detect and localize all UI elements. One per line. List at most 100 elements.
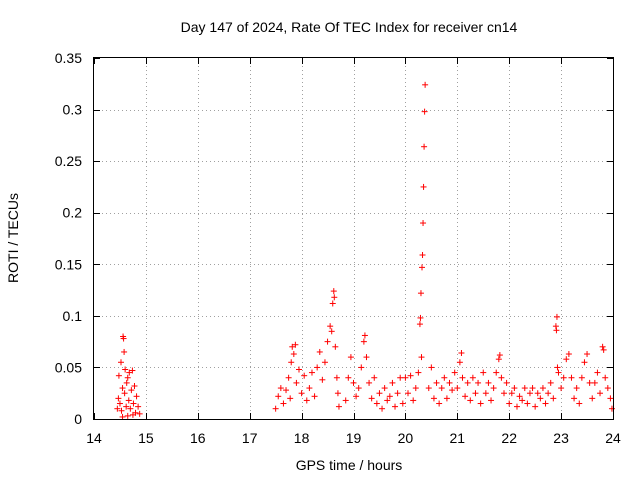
data-point bbox=[417, 314, 424, 321]
y-tick-label: 0.05 bbox=[55, 359, 82, 375]
y-tick-label: 0.35 bbox=[55, 50, 82, 66]
data-point bbox=[371, 374, 378, 381]
data-point bbox=[128, 387, 135, 394]
data-point bbox=[115, 372, 122, 379]
data-point bbox=[131, 382, 138, 389]
data-point bbox=[589, 395, 596, 402]
y-tick-label: 0 bbox=[74, 411, 82, 427]
x-tick-label: 24 bbox=[605, 430, 621, 446]
data-point bbox=[420, 183, 427, 190]
data-point bbox=[571, 395, 578, 402]
data-point bbox=[462, 393, 469, 400]
data-point bbox=[327, 323, 334, 330]
data-point bbox=[290, 351, 297, 358]
data-point bbox=[122, 366, 129, 373]
data-point bbox=[451, 369, 458, 376]
data-point bbox=[366, 379, 373, 386]
data-point bbox=[335, 403, 342, 410]
data-point bbox=[420, 220, 427, 227]
data-point bbox=[421, 143, 428, 150]
data-point bbox=[135, 403, 142, 410]
data-point bbox=[501, 390, 508, 397]
data-point bbox=[472, 390, 479, 397]
data-point bbox=[298, 390, 305, 397]
data-point bbox=[301, 372, 308, 379]
data-point bbox=[311, 393, 318, 400]
data-point bbox=[459, 374, 466, 381]
data-point bbox=[121, 390, 128, 397]
data-point bbox=[324, 338, 331, 345]
data-point bbox=[581, 359, 588, 366]
data-point bbox=[289, 343, 296, 350]
data-point bbox=[123, 379, 130, 386]
data-point bbox=[283, 387, 290, 394]
data-point bbox=[495, 356, 502, 363]
data-point bbox=[506, 400, 513, 407]
data-point bbox=[607, 395, 614, 402]
data-point bbox=[464, 379, 471, 386]
data-point bbox=[296, 366, 303, 373]
data-point bbox=[552, 323, 559, 330]
data-point bbox=[597, 390, 604, 397]
data-point bbox=[493, 369, 500, 376]
x-tick-label: 15 bbox=[138, 430, 154, 446]
data-point bbox=[563, 356, 570, 363]
data-point bbox=[438, 385, 445, 392]
data-point bbox=[303, 397, 310, 404]
data-point bbox=[418, 354, 425, 361]
data-point bbox=[361, 332, 368, 339]
x-tick-label: 23 bbox=[553, 430, 569, 446]
data-point bbox=[422, 81, 429, 88]
data-point bbox=[125, 397, 132, 404]
data-point bbox=[292, 341, 299, 348]
data-point bbox=[402, 374, 409, 381]
x-tick-label: 22 bbox=[501, 430, 517, 446]
data-point bbox=[604, 385, 611, 392]
data-point bbox=[469, 374, 476, 381]
data-point bbox=[539, 385, 546, 392]
data-point bbox=[328, 328, 335, 335]
data-point bbox=[433, 379, 440, 386]
data-point bbox=[116, 400, 123, 407]
data-point bbox=[368, 395, 375, 402]
data-point bbox=[485, 379, 492, 386]
y-tick-label: 0.2 bbox=[63, 205, 83, 221]
x-tick-label: 17 bbox=[242, 430, 258, 446]
data-point bbox=[547, 379, 554, 386]
data-point bbox=[316, 348, 323, 355]
data-point bbox=[573, 385, 580, 392]
data-point bbox=[513, 403, 520, 410]
data-point bbox=[384, 397, 391, 404]
data-point bbox=[118, 407, 125, 414]
data-point bbox=[555, 369, 562, 376]
data-points bbox=[114, 81, 615, 420]
data-point bbox=[373, 400, 380, 407]
data-point bbox=[399, 400, 406, 407]
data-point bbox=[319, 376, 326, 383]
data-point bbox=[330, 288, 337, 295]
data-point bbox=[568, 374, 575, 381]
data-point bbox=[353, 393, 360, 400]
data-point bbox=[521, 385, 528, 392]
data-point bbox=[482, 390, 489, 397]
data-point bbox=[449, 387, 456, 394]
x-tick-labels: 14 15 16 17 18 19 20 21 22 23 24 bbox=[86, 430, 621, 446]
data-point bbox=[358, 364, 365, 371]
data-point bbox=[419, 264, 426, 271]
data-point bbox=[511, 385, 518, 392]
data-point bbox=[332, 343, 339, 350]
data-point bbox=[342, 397, 349, 404]
data-point bbox=[516, 393, 523, 400]
data-point bbox=[594, 369, 601, 376]
y-axis-label: ROTI / TECUs bbox=[5, 193, 21, 283]
data-point bbox=[475, 379, 482, 386]
data-point bbox=[477, 400, 484, 407]
data-point bbox=[397, 374, 404, 381]
data-point bbox=[412, 385, 419, 392]
data-point bbox=[129, 367, 136, 374]
data-point bbox=[498, 374, 505, 381]
data-point bbox=[430, 395, 437, 402]
data-point bbox=[329, 300, 336, 307]
data-point bbox=[133, 393, 140, 400]
data-point bbox=[277, 385, 284, 392]
